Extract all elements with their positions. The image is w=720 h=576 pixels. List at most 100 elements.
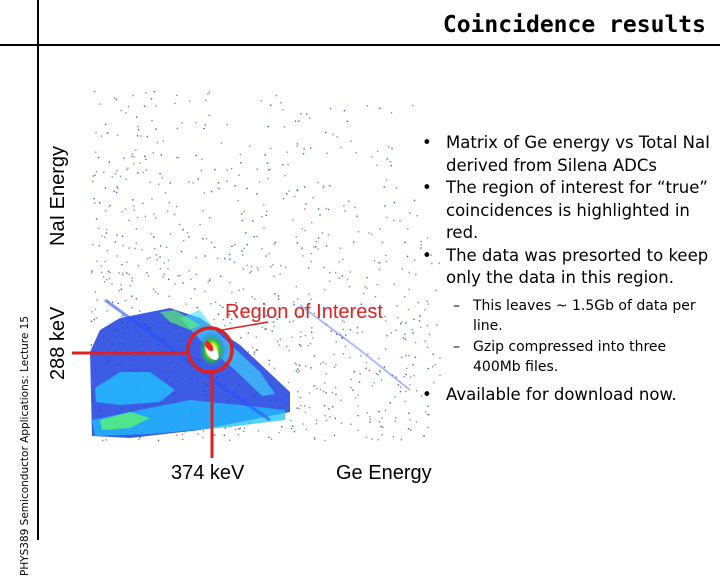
scatter-point	[100, 271, 103, 274]
scatter-point	[325, 131, 327, 134]
scatter-point	[129, 285, 132, 287]
scatter-point	[434, 364, 436, 366]
scatter-point	[106, 250, 109, 252]
scatter-point	[242, 288, 244, 290]
scatter-point	[377, 439, 379, 441]
scatter-point	[284, 175, 286, 177]
scatter-point	[312, 337, 314, 339]
sub-bullet-item: – Gzip compressed into three 400Mb files.	[420, 337, 715, 378]
ge-marker-label: 374 keV	[171, 462, 245, 484]
scatter-point	[302, 423, 304, 425]
scatter-point	[145, 92, 147, 94]
scatter-point	[126, 261, 128, 263]
scatter-point	[327, 234, 330, 236]
scatter-point	[144, 155, 146, 157]
scatter-point	[293, 301, 295, 303]
scatter-point	[95, 132, 97, 134]
scatter-point	[298, 343, 301, 346]
scatter-point	[380, 425, 382, 428]
scatter-point	[242, 315, 245, 318]
scatter-point	[324, 382, 326, 384]
scatter-point	[211, 241, 213, 244]
scatter-point	[335, 393, 337, 395]
scatter-point	[261, 215, 263, 218]
scatter-point	[329, 415, 331, 418]
scatter-point	[190, 278, 192, 281]
scatter-point	[400, 386, 402, 388]
scatter-point	[317, 248, 319, 250]
scatter-point	[111, 283, 113, 285]
scatter-point	[256, 193, 258, 195]
scatter-point	[209, 279, 211, 282]
scatter-point	[140, 135, 142, 137]
scatter-point	[420, 240, 422, 243]
scatter-point	[214, 301, 217, 303]
roi-circle	[186, 326, 234, 374]
scatter-point	[295, 363, 297, 366]
scatter-point	[92, 175, 95, 177]
scatter-point	[360, 303, 362, 305]
scatter-point	[381, 426, 384, 428]
scatter-point	[109, 271, 111, 274]
scatter-point	[222, 306, 224, 309]
scatter-point	[152, 152, 154, 154]
scatter-point	[246, 308, 248, 311]
bullet-dot: •	[422, 178, 432, 197]
scatter-point	[418, 320, 421, 322]
scatter-point	[357, 429, 359, 431]
scatter-point	[132, 94, 134, 97]
scatter-point	[93, 197, 95, 200]
scatter-point	[177, 156, 179, 159]
scatter-point	[376, 164, 378, 166]
roi-hotspot	[198, 332, 226, 368]
scatter-point	[121, 211, 123, 213]
scatter-point	[278, 298, 280, 300]
scatter-point	[376, 150, 379, 152]
scatter-point	[349, 356, 351, 359]
scatter-point	[293, 430, 296, 433]
scatter-point	[155, 217, 157, 219]
scatter-point	[417, 302, 419, 304]
scatter-point	[405, 390, 407, 393]
scatter-point	[357, 405, 359, 407]
scatter-point	[90, 344, 92, 346]
scatter-point	[405, 355, 407, 357]
scatter-point	[423, 435, 425, 437]
scatter-point	[128, 219, 130, 222]
scatter-point	[341, 336, 344, 339]
scatter-point	[331, 406, 334, 408]
scatter-point	[145, 169, 147, 171]
scatter-point	[136, 135, 139, 137]
scatter-point	[108, 205, 111, 208]
scatter-point	[276, 318, 278, 320]
scatter-point	[281, 426, 283, 428]
scatter-point	[287, 163, 289, 166]
scatter-point	[313, 312, 316, 315]
scatter-point	[159, 173, 161, 175]
scatter-point	[254, 298, 256, 300]
scatter-point	[373, 260, 376, 262]
scatter-point	[315, 246, 317, 248]
scatter-point	[151, 120, 153, 122]
scatter-point	[333, 366, 336, 368]
scatter-point	[189, 100, 191, 102]
scatter-point	[385, 261, 388, 263]
scatter-point	[309, 117, 311, 119]
scatter-point	[312, 197, 314, 199]
scatter-point	[120, 315, 123, 317]
scatter-point	[293, 304, 295, 306]
scatter-point	[354, 206, 356, 209]
scatter-point	[157, 293, 159, 295]
scatter-point	[340, 399, 342, 401]
scatter-point	[298, 120, 300, 122]
scatter-point	[291, 336, 293, 338]
scatter-point	[186, 232, 189, 234]
scatter-point	[368, 369, 371, 372]
scatter-point	[242, 307, 245, 309]
scatter-point	[393, 219, 395, 222]
scatter-point	[255, 336, 257, 338]
scatter-point	[324, 288, 326, 291]
scatter-point	[131, 295, 133, 297]
bullet-dot: •	[422, 245, 432, 265]
scatter-point	[343, 110, 346, 112]
